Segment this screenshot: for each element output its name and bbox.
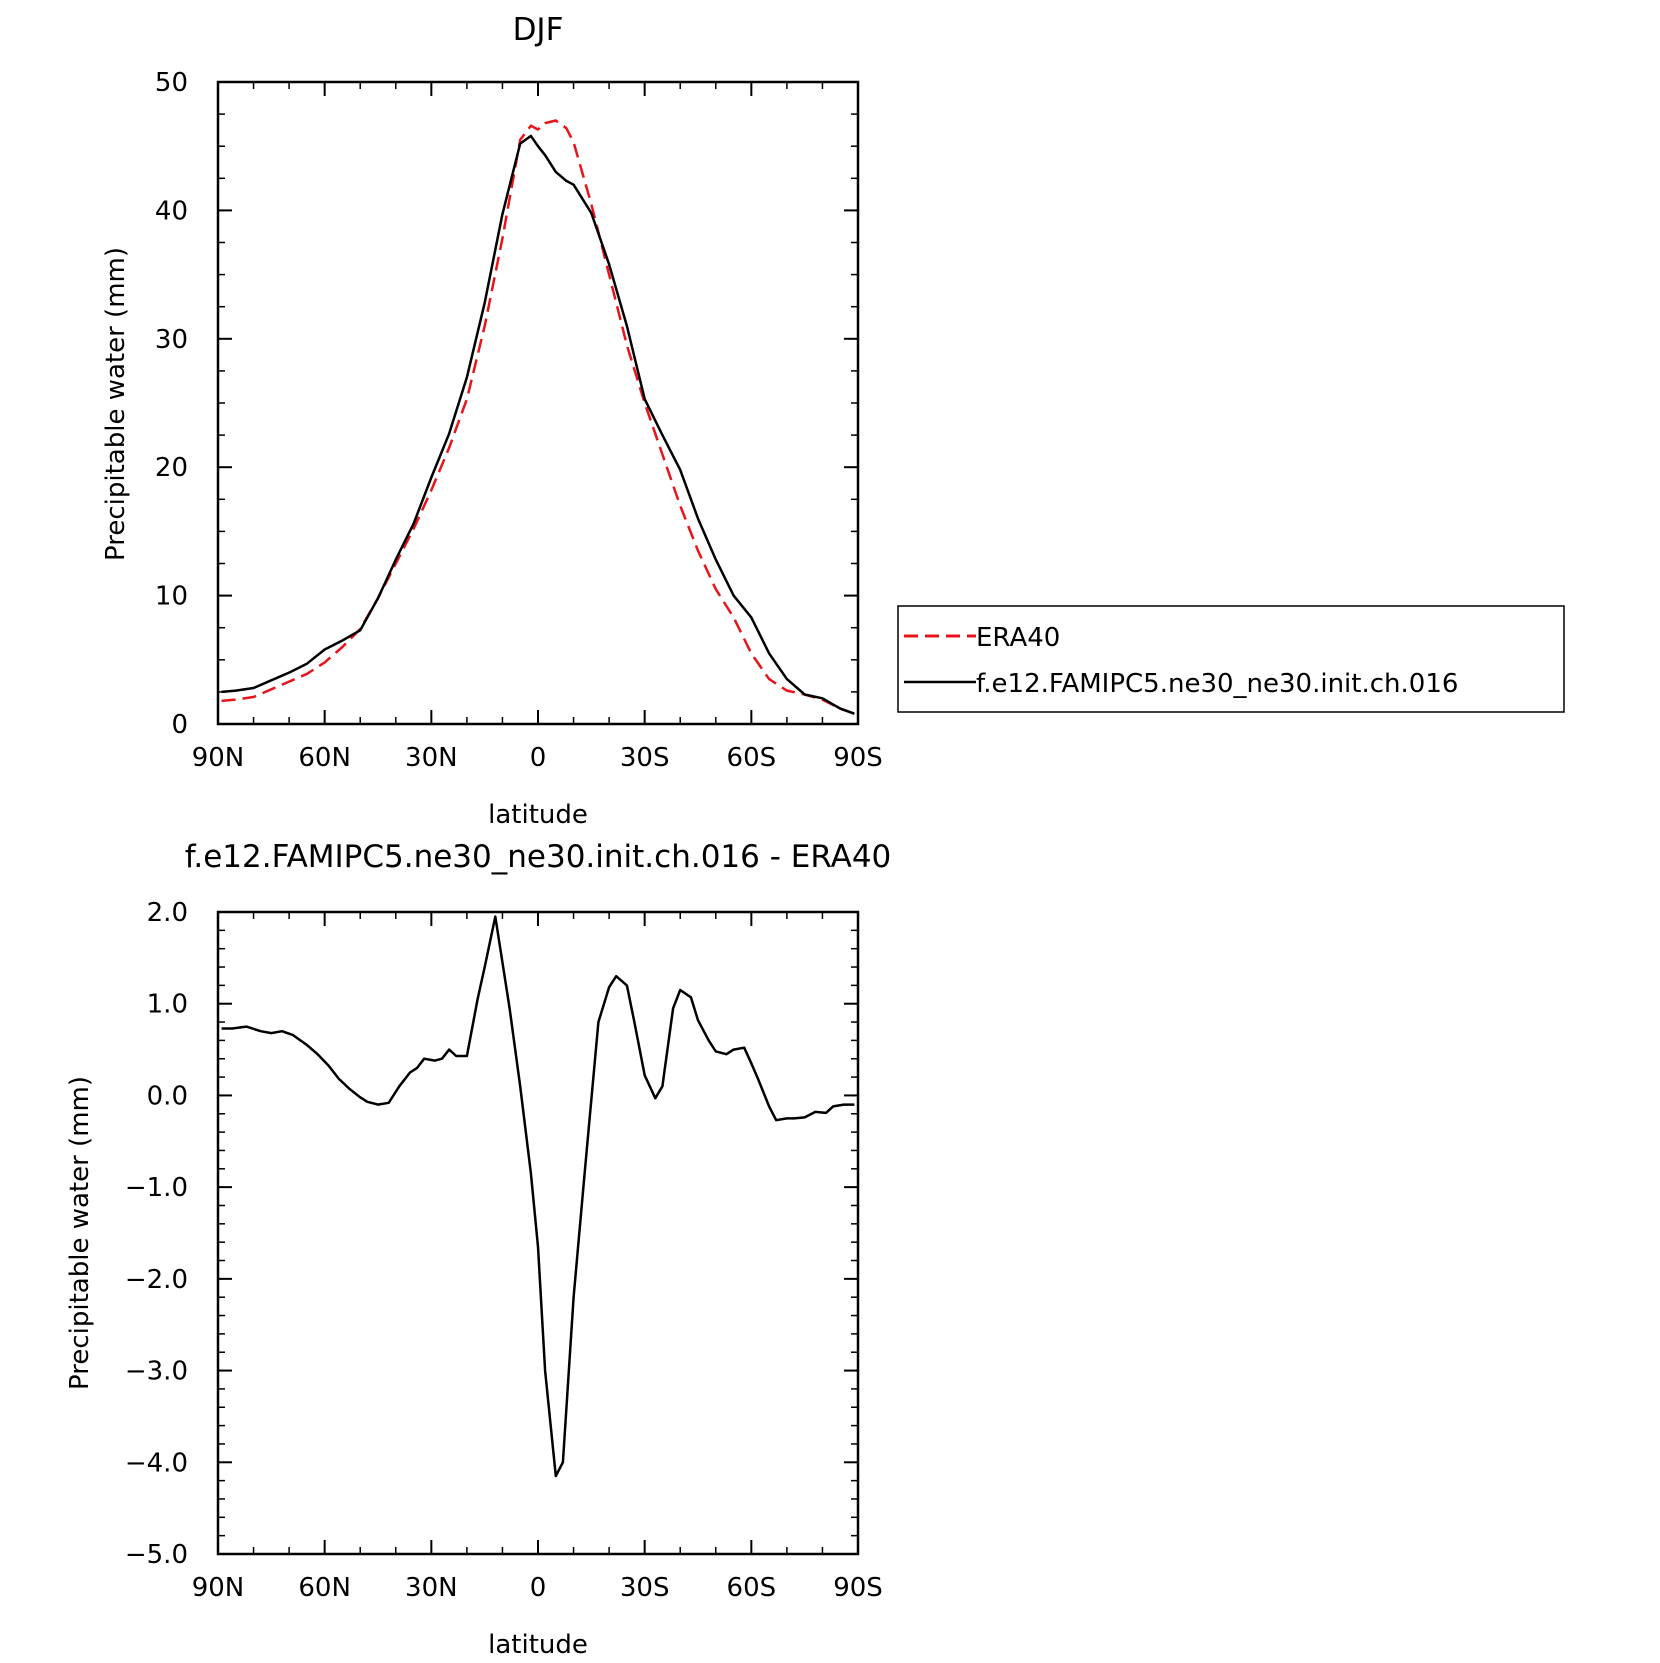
bottom-chart: f.e12.FAMIPC5.ne30_ne30.init.ch.016 - ER… [65, 839, 891, 1660]
top-y-tick-label: 50 [155, 68, 188, 98]
top-x-tick-label: 90S [833, 743, 883, 773]
top-y-tick-label: 40 [155, 196, 188, 226]
bottom-y-tick-label: −4.0 [125, 1448, 188, 1478]
legend-label-model: f.e12.FAMIPC5.ne30_ne30.init.ch.016 [976, 669, 1458, 699]
top-chart-title: DJF [513, 12, 564, 48]
bottom-x-tick-label: 60N [298, 1573, 351, 1603]
bottom-x-tick-label: 90N [192, 1573, 245, 1603]
top-x-tick-label: 60S [727, 743, 777, 773]
bottom-y-tick-label: 2.0 [147, 898, 188, 928]
bottom-x-tick-label: 30N [405, 1573, 458, 1603]
bottom-x-tick-label: 90S [833, 1573, 883, 1603]
top-chart-y-axis-label: Precipitable water (mm) [101, 247, 131, 561]
bottom-x-tick-label: 60S [727, 1573, 777, 1603]
bottom-chart-y-axis-label: Precipitable water (mm) [65, 1076, 95, 1390]
top-x-tick-label: 90N [192, 743, 245, 773]
top-x-tick-label: 30S [620, 743, 670, 773]
bottom-x-tick-label: 30S [620, 1573, 670, 1603]
top-chart-legend: ERA40 f.e12.FAMIPC5.ne30_ne30.init.ch.01… [897, 605, 1565, 713]
top-y-tick-label: 20 [155, 453, 188, 483]
top-y-tick-label: 0 [171, 710, 188, 740]
top-chart-plot-area: 90N 60N 30N 0 30S 60S 90S 0 10 20 30 40 50 [155, 68, 883, 773]
bottom-series-line-difference [221, 915, 855, 1478]
bottom-y-tick-label: −5.0 [125, 1540, 188, 1570]
legend-box [897, 605, 1565, 713]
bottom-chart-plot-area: 90N 60N 30N 0 30S 60S 90S −5.0 −4.0 −3.0 −2.0 −1.0 0… [125, 898, 883, 1603]
top-x-tick-label: 60N [298, 743, 351, 773]
top-series-line-f-e12-famipc5-ne30-ne30-init-ch-016 [221, 134, 855, 715]
bottom-chart-title: f.e12.FAMIPC5.ne30_ne30.init.ch.016 - ER… [185, 839, 892, 875]
bottom-x-tick-label: 0 [530, 1573, 547, 1603]
top-plot-frame [216, 80, 860, 726]
bottom-y-tick-label: 0.0 [147, 1081, 188, 1111]
bottom-y-tick-label: 1.0 [147, 990, 188, 1020]
top-y-tick-label: 10 [155, 582, 188, 612]
bottom-y-tick-label: −1.0 [125, 1173, 188, 1203]
bottom-y-tick-label: −2.0 [125, 1265, 188, 1295]
bottom-chart-x-axis-label: latitude [488, 1630, 588, 1660]
top-x-tick-label: 30N [405, 743, 458, 773]
top-x-tick-label: 0 [530, 743, 547, 773]
top-chart-x-axis-label: latitude [488, 800, 588, 830]
bottom-plot-frame [216, 910, 860, 1556]
top-y-tick-label: 30 [155, 325, 188, 355]
bottom-y-tick-label: −3.0 [125, 1357, 188, 1387]
top-series-line-era40 [221, 119, 855, 715]
top-chart: DJF 90N 60N 30N 0 30S 60S 90S 0 10 20 30 40 50 latit… [101, 12, 883, 830]
legend-label-era40: ERA40 [976, 623, 1060, 653]
